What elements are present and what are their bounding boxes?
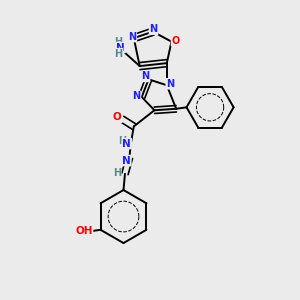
- Text: N: N: [122, 139, 131, 148]
- Text: O: O: [172, 36, 180, 46]
- Text: N: N: [128, 32, 136, 42]
- Text: N: N: [166, 79, 174, 89]
- Text: H: H: [113, 168, 121, 178]
- Text: N: N: [116, 43, 125, 52]
- Text: N: N: [142, 71, 150, 81]
- Text: OH: OH: [75, 226, 92, 236]
- Text: N: N: [122, 156, 131, 166]
- Text: H: H: [118, 136, 127, 146]
- Text: H: H: [114, 37, 123, 46]
- Text: N: N: [132, 92, 140, 101]
- Text: O: O: [113, 112, 122, 122]
- Text: N: N: [149, 24, 158, 34]
- Text: H: H: [114, 49, 123, 59]
